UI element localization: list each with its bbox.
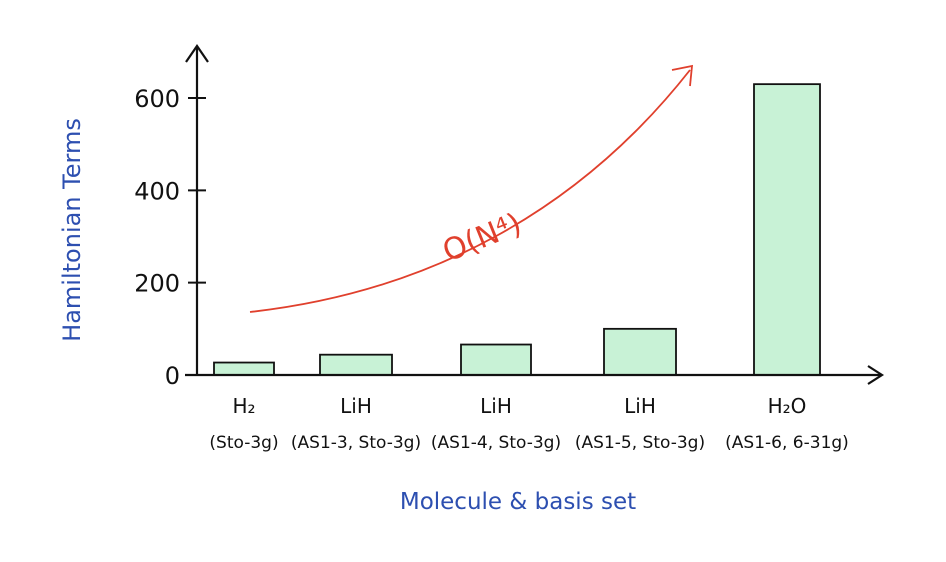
trend-arrow-head bbox=[671, 64, 694, 87]
bars-group bbox=[213, 83, 821, 376]
x-tick-label-basis-5: (AS1-6, 6-31g) bbox=[725, 433, 849, 453]
bar-5 bbox=[753, 83, 821, 376]
x-tick-label-basis-3: (AS1-4, Sto-3g) bbox=[431, 433, 561, 453]
bar-4 bbox=[603, 327, 677, 376]
x-axis-label: Molecule & basis set bbox=[400, 489, 636, 515]
y-axis-arrow bbox=[185, 44, 209, 63]
x-category-labels: H₂ (Sto-3g) LiH (AS1-3, Sto-3g) LiH (AS1-4, S… bbox=[209, 394, 848, 453]
y-tick-label-200: 200 bbox=[134, 270, 180, 298]
x-tick-label-molecule-1: H₂ bbox=[232, 394, 255, 418]
bar-3 bbox=[460, 343, 532, 376]
y-tick-label-0: 0 bbox=[165, 362, 180, 390]
x-tick-label-molecule-4: LiH bbox=[624, 394, 656, 418]
axes-group bbox=[185, 44, 885, 385]
bar-1 bbox=[213, 361, 275, 376]
x-tick-label-molecule-5: H₂O bbox=[768, 394, 807, 418]
trend-annotation: O(N⁴) bbox=[438, 206, 527, 269]
x-tick-label-basis-4: (AS1-5, Sto-3g) bbox=[575, 433, 705, 453]
y-tick-label-600: 600 bbox=[134, 85, 180, 113]
trend-arrow bbox=[249, 69, 691, 313]
y-ticks-group: 0 200 400 600 bbox=[134, 85, 206, 390]
x-tick-label-basis-2: (AS1-3, Sto-3g) bbox=[291, 433, 421, 453]
x-tick-label-basis-1: (Sto-3g) bbox=[209, 433, 278, 453]
x-tick-label-molecule-3: LiH bbox=[480, 394, 512, 418]
bar-2 bbox=[319, 353, 393, 376]
x-tick-label-molecule-2: LiH bbox=[340, 394, 372, 418]
y-axis-label: Hamiltonian Terms bbox=[58, 118, 86, 342]
x-axis-arrow bbox=[867, 365, 885, 385]
y-tick-label-400: 400 bbox=[134, 177, 180, 205]
